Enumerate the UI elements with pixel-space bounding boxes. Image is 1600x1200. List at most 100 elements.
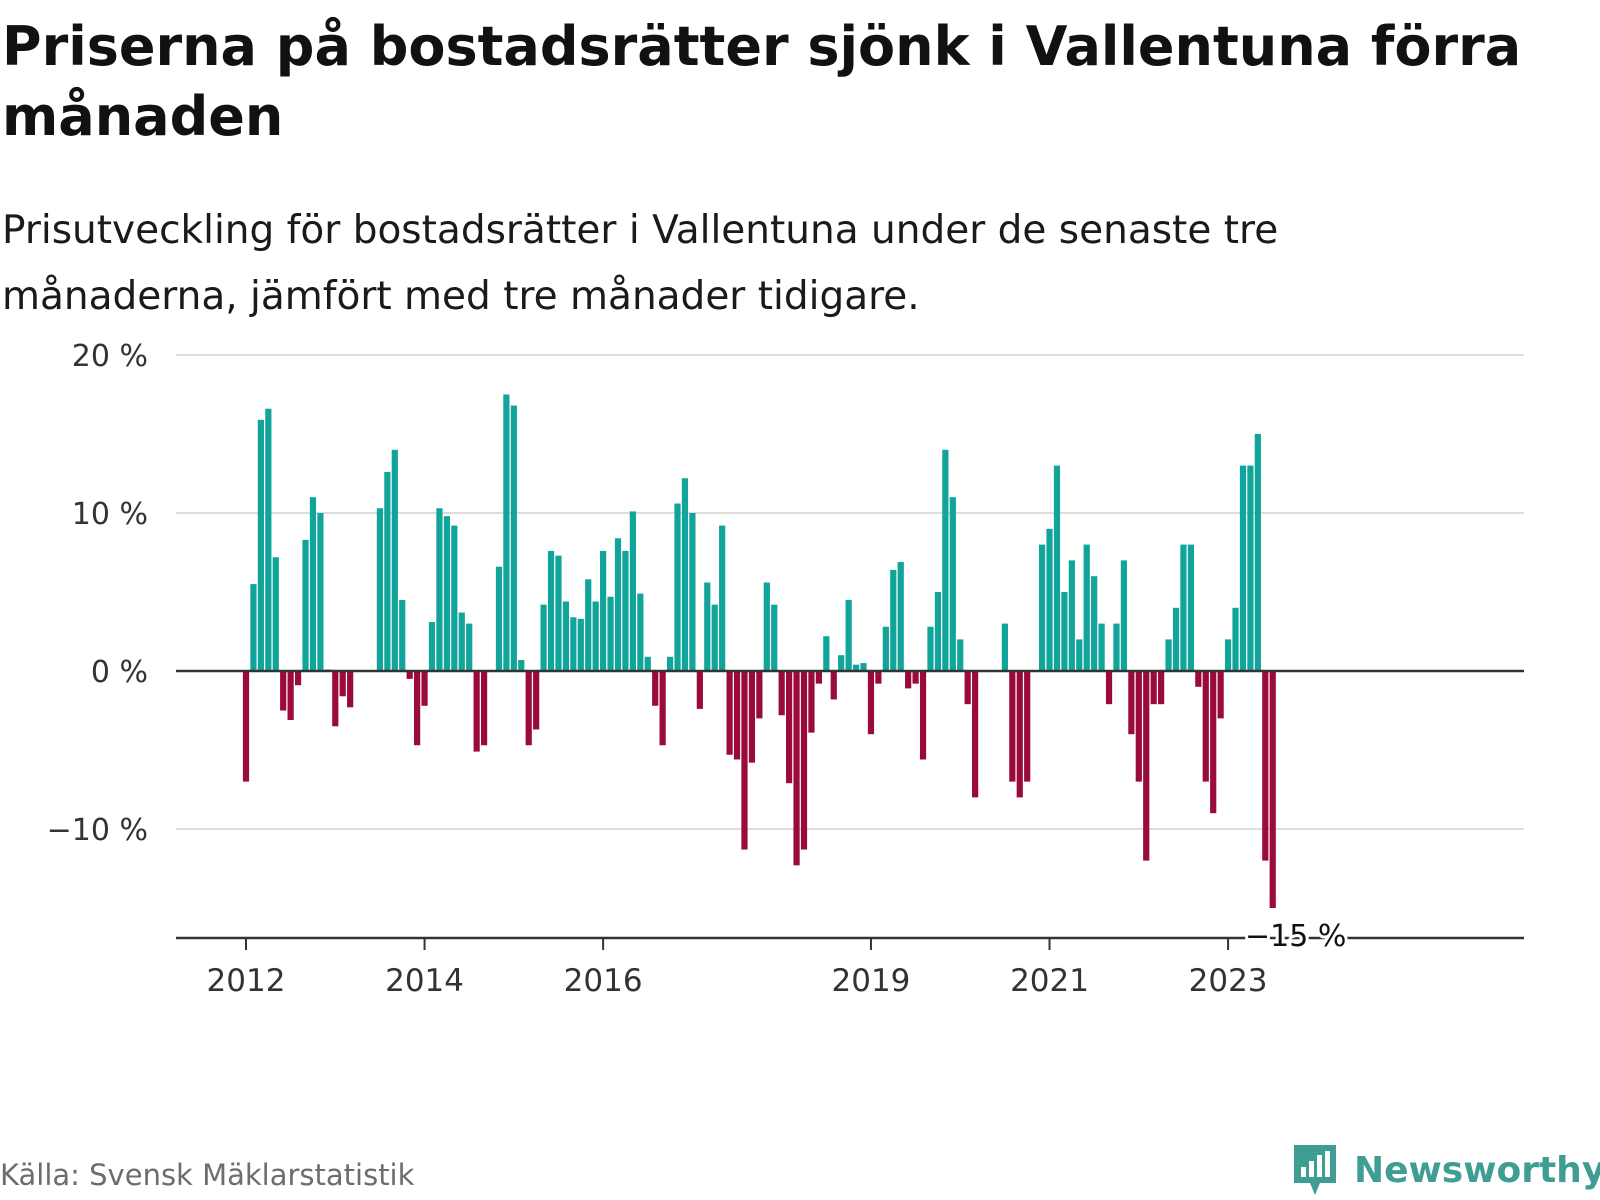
- bar: [436, 508, 443, 671]
- bar: [1046, 528, 1053, 671]
- bar: [741, 671, 748, 850]
- bar: [748, 671, 756, 763]
- bar: [518, 659, 525, 671]
- bar: [771, 604, 778, 671]
- x-tick-label: 2023: [1189, 963, 1268, 999]
- bar: [466, 623, 473, 671]
- bar: [1076, 639, 1083, 671]
- bar: [592, 601, 599, 671]
- bar: [1068, 560, 1075, 671]
- bar: [414, 671, 421, 746]
- bar: [1001, 623, 1008, 671]
- bar: [882, 626, 889, 671]
- bar: [1187, 544, 1194, 671]
- bar: [919, 671, 927, 760]
- bar: [399, 599, 406, 671]
- bar: [607, 596, 614, 671]
- bar: [428, 622, 436, 671]
- bar: [339, 671, 346, 697]
- x-tick-label: 2016: [564, 963, 643, 999]
- bar: [1269, 671, 1276, 908]
- bar: [384, 471, 391, 671]
- bar: [1128, 671, 1135, 735]
- bar: [942, 449, 949, 671]
- bar: [793, 671, 800, 866]
- bar: [622, 550, 629, 671]
- bar: [250, 584, 257, 671]
- bar: [280, 671, 287, 711]
- bar: [1053, 465, 1061, 671]
- bar: [637, 593, 644, 671]
- bar-chart: 20 % 10 % 0 % −10 % 2012 2014 2016 2019 2021 202…: [47, 340, 1524, 999]
- bar: [964, 671, 971, 705]
- y-tick-label: 20 %: [72, 340, 148, 374]
- bar: [600, 550, 607, 671]
- y-tick-label: 10 %: [72, 497, 148, 532]
- bar: [912, 671, 919, 684]
- bar: [1247, 465, 1254, 671]
- bar: [1217, 671, 1224, 719]
- bar: [830, 671, 837, 700]
- bar: [957, 639, 964, 671]
- bar: [934, 592, 942, 671]
- bar: [1098, 623, 1105, 671]
- bar: [1016, 671, 1023, 798]
- brand-name: Newsworthy: [1354, 1149, 1600, 1191]
- bar: [421, 671, 428, 706]
- bar: [525, 671, 532, 746]
- bar: [540, 604, 547, 671]
- bar: [1180, 544, 1187, 671]
- bar: [1210, 671, 1217, 814]
- bar: [1165, 639, 1172, 671]
- bar: [867, 671, 875, 735]
- bar: [309, 497, 317, 671]
- bar: [674, 503, 681, 671]
- bar: [1009, 671, 1016, 782]
- bar: [503, 394, 510, 671]
- bar: [480, 671, 488, 746]
- bar: [689, 513, 696, 671]
- bars: [176, 394, 1524, 908]
- bar: [719, 525, 726, 671]
- bar: [533, 671, 540, 730]
- bar: [585, 579, 592, 671]
- bar: [1224, 639, 1232, 671]
- bar: [629, 511, 636, 671]
- bar: [666, 656, 674, 671]
- bar: [332, 671, 339, 727]
- chart-title: Priserna på bostadsrätter sjönk i Vallen…: [2, 15, 1522, 148]
- bar: [1061, 592, 1068, 671]
- bar: [451, 525, 458, 671]
- bar: [406, 671, 413, 679]
- bar: [815, 671, 822, 684]
- bar: [800, 671, 808, 850]
- bar: [287, 671, 294, 720]
- bar: [726, 671, 733, 755]
- bar: [242, 671, 250, 782]
- bar: [1158, 671, 1165, 705]
- bar: [972, 671, 979, 798]
- x-tick-label: 2012: [207, 963, 286, 999]
- bar: [547, 550, 555, 671]
- bar: [302, 539, 309, 671]
- bar: [1105, 671, 1113, 705]
- bar: [1143, 671, 1150, 861]
- x-tick-label: 2014: [385, 963, 464, 999]
- x-axis: 2012 2014 2016 2019 2021 2023: [176, 936, 1524, 999]
- bar: [272, 557, 279, 671]
- bar: [786, 671, 793, 784]
- bar: [733, 671, 741, 760]
- last-value-label: −15 %: [1245, 919, 1346, 954]
- bar: [1113, 623, 1120, 671]
- bar: [890, 569, 897, 671]
- bar: [711, 604, 718, 671]
- bar: [756, 671, 763, 719]
- bar: [510, 405, 517, 671]
- bar: [659, 671, 666, 746]
- bar: [838, 655, 845, 671]
- bar: [1038, 544, 1046, 671]
- bar: [905, 671, 912, 689]
- newsworthy-logo[interactable]: Newsworthy: [1290, 1140, 1600, 1200]
- bar: [949, 497, 956, 671]
- bar: [317, 513, 324, 671]
